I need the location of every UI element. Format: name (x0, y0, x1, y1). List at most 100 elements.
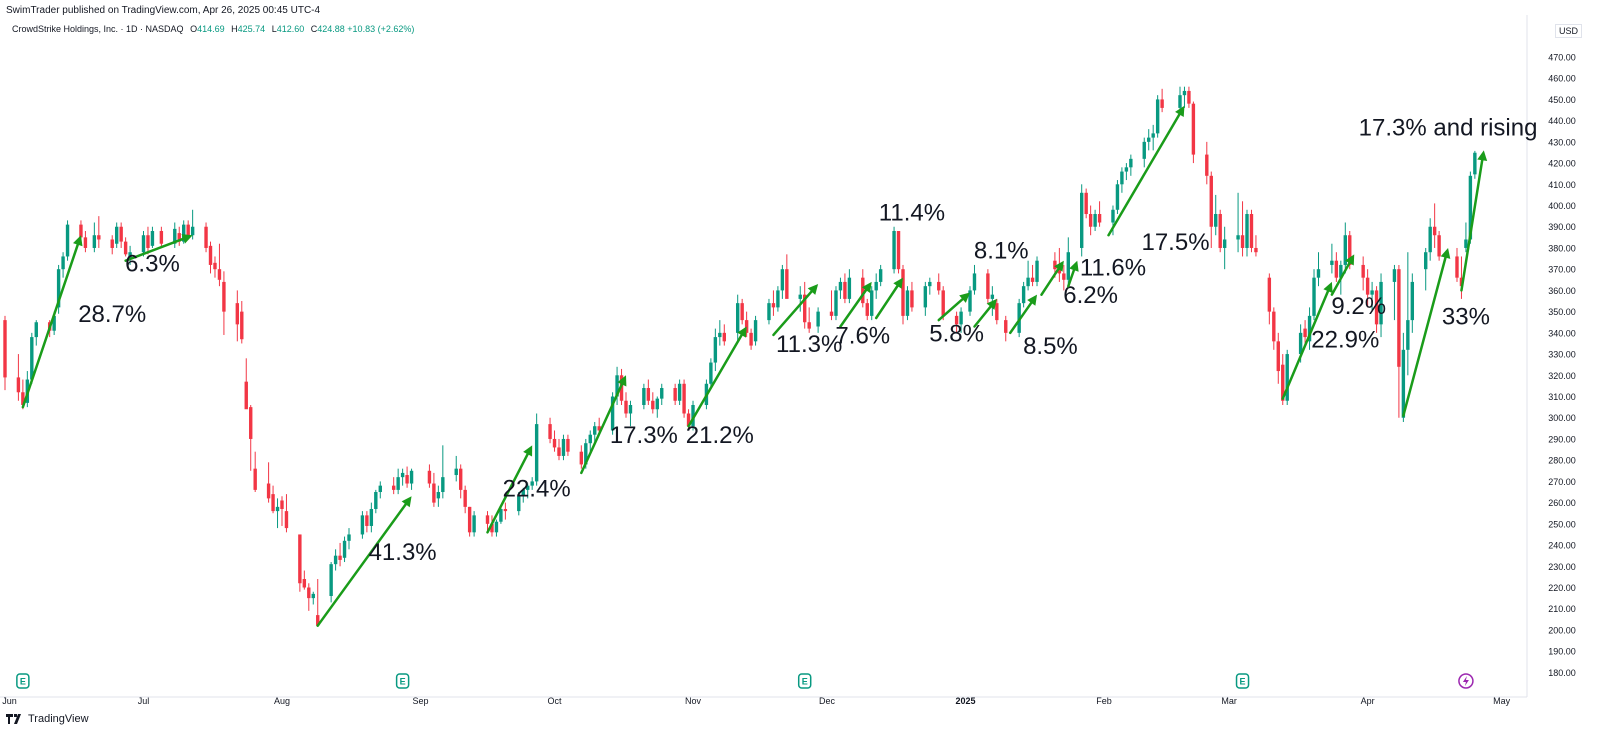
candle-down (673, 383, 677, 406)
candle-body (378, 485, 382, 493)
candle-body (896, 230, 901, 270)
candle-up (92, 222, 97, 253)
candle-body (52, 315, 56, 331)
candle-up (878, 264, 883, 287)
x-tick-label: Jul (138, 696, 150, 706)
candle-body (566, 438, 570, 452)
arrow-shaft (973, 305, 992, 328)
y-tick-label: 470.00 (1548, 52, 1576, 62)
gain-label: 22.9% (1311, 327, 1379, 354)
candle-up (472, 511, 476, 537)
candle-down (1062, 264, 1066, 291)
gain-label: 11.4% (879, 199, 945, 226)
candle-body (861, 277, 865, 304)
candle-up (838, 277, 843, 299)
candle-body (360, 515, 365, 535)
candle-body (499, 508, 503, 522)
candle-body (968, 290, 972, 312)
candle-body (459, 468, 463, 490)
candle-up (628, 400, 633, 427)
candle-down (749, 328, 753, 350)
y-tick-label: 330.00 (1548, 350, 1576, 360)
y-tick-label: 310.00 (1548, 392, 1576, 402)
open-label: O (190, 24, 198, 34)
candle-body (150, 230, 155, 246)
candle-down (829, 290, 834, 321)
candle-body (735, 303, 740, 333)
earnings-e-icon: E (395, 673, 410, 689)
candle-up (798, 286, 802, 312)
candle-up (173, 222, 177, 248)
candle-body (1218, 214, 1222, 248)
candle-body (1062, 273, 1066, 280)
candle-up (275, 498, 280, 529)
tradingview-footer: TradingView (6, 713, 89, 725)
candle-up (1026, 260, 1030, 291)
candle-body (173, 228, 177, 244)
candle-body (441, 477, 445, 493)
candle-body (874, 281, 878, 291)
gain-arrow (1281, 281, 1333, 400)
candle-body (865, 303, 869, 316)
candle-down (391, 477, 396, 495)
candle-body (1182, 90, 1187, 96)
candle-down (941, 286, 945, 321)
candle-body (432, 483, 436, 503)
candle-body (655, 398, 659, 410)
candle-body (610, 396, 615, 431)
candle-body (436, 492, 441, 499)
gain-label: 11.3% (776, 331, 842, 358)
candle-down (253, 451, 257, 493)
gain-label: 6.3% (125, 250, 180, 277)
candle-down (459, 464, 463, 499)
candle-up (834, 286, 838, 321)
candle-up (1155, 95, 1160, 138)
candle-body (829, 311, 834, 316)
gain-label: 7.6% (835, 322, 890, 349)
currency-button[interactable]: USD (1555, 24, 1583, 38)
candle-down (1334, 252, 1339, 282)
y-tick-label: 280.00 (1548, 456, 1576, 466)
y-tick-label: 380.00 (1548, 243, 1576, 253)
candle-up (713, 328, 718, 372)
candle-down (427, 464, 432, 488)
candle-up (677, 379, 682, 406)
candle-down (843, 273, 847, 304)
arrow-head (181, 234, 193, 244)
candle-body (682, 383, 686, 414)
gain-label: 11.6% (1080, 255, 1146, 282)
candle-body (1437, 235, 1441, 257)
y-tick-label: 420.00 (1548, 159, 1576, 169)
candle-down (1209, 171, 1213, 248)
candle-down (995, 298, 999, 325)
candle-body (302, 579, 307, 588)
arrow-shaft (1040, 267, 1060, 296)
gain-arrow (580, 375, 627, 475)
candle-body (1464, 239, 1468, 248)
candle-down (1272, 307, 1276, 350)
gain-label: 22.4% (503, 475, 571, 502)
candle-body (785, 269, 789, 299)
candle-down (896, 230, 901, 274)
arrow-shaft (839, 288, 868, 328)
candle-down (1361, 256, 1365, 291)
candle-body (593, 426, 597, 435)
gain-label: 41.3% (369, 539, 437, 566)
y-tick-label: 250.00 (1548, 519, 1576, 529)
arrow-head (1440, 247, 1451, 259)
y-tick-label: 320.00 (1548, 371, 1576, 381)
candle-body (1374, 290, 1379, 325)
candle-down (3, 315, 7, 391)
earnings-e-icon: E (797, 673, 812, 689)
candle-up (1129, 154, 1133, 176)
candle-down (1459, 256, 1464, 299)
candle-up (1285, 349, 1289, 406)
candle-up (709, 358, 713, 389)
y-tick-label: 180.00 (1548, 668, 1576, 678)
candle-body (1124, 167, 1129, 172)
candle-body (249, 407, 253, 439)
candle-body (521, 489, 525, 497)
candle-body (1111, 209, 1115, 223)
candle-body (1424, 252, 1428, 270)
